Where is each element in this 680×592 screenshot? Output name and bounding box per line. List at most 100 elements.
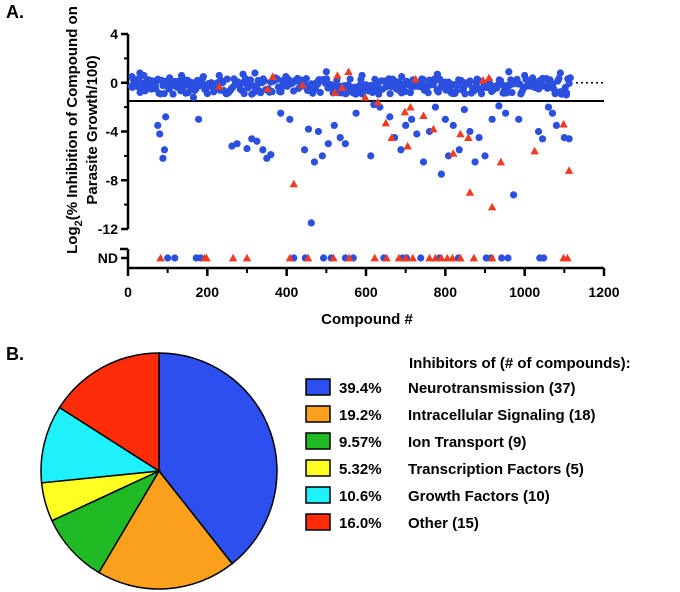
data-point-circle [146,76,154,84]
legend-label: Other (15) [408,515,479,532]
data-point-triangle [289,179,299,188]
data-point-circle [367,152,375,160]
data-point-circle [419,158,428,166]
data-point-circle [210,88,218,96]
data-point-triangle [370,253,379,262]
data-point-circle [253,137,261,145]
data-point-circle [488,115,496,123]
data-point-triangle [338,83,347,91]
data-point-triangle [228,253,238,262]
legend-percent: 16.0% [339,515,382,532]
data-point-circle [498,254,506,262]
data-point-circle [322,68,330,76]
data-point-triangle [437,253,446,262]
data-point-triangle [449,149,458,157]
data-point-circle [154,121,162,130]
data-point-circle [562,91,570,99]
data-point-circle [128,73,136,81]
data-point-triangle [329,253,338,262]
data-point-circle [171,254,179,262]
data-point-triangle [215,82,224,90]
data-point-circle [341,140,349,148]
data-point-circle [159,154,167,162]
data-point-circle [165,85,173,93]
data-point-circle [169,90,177,98]
data-point-circle [316,88,324,97]
data-point-triangle [465,188,475,196]
data-point-triangle [564,166,574,174]
legend-swatch [305,459,331,477]
data-point-triangle [400,107,410,116]
data-point-circle [223,75,231,83]
data-point-circle [544,103,553,111]
data-point-circle [556,69,564,77]
legend-swatch [305,405,331,423]
data-point-circle [471,158,479,166]
data-point-circle [437,170,445,178]
data-point-circle [166,74,174,82]
data-point-circle [152,85,160,93]
data-point-circle [449,121,457,130]
data-point-circle [566,74,574,82]
legend-label: Intracellular Signaling (18) [408,407,596,424]
data-point-circle [402,121,410,130]
data-point-circle [538,135,547,143]
data-point-circle [346,75,354,83]
legend-percent: 39.4% [339,380,382,397]
data-point-circle [156,130,164,138]
data-point-circle [330,121,338,130]
data-point-triangle [344,67,353,76]
data-point-circle [314,127,322,136]
data-point-triangle [373,98,383,106]
data-point-circle [179,82,188,91]
data-point-circle [294,76,303,84]
data-point-triangle [487,253,497,262]
data-point-circle [555,74,563,83]
data-point-circle [336,133,344,142]
data-point-triangle [156,253,165,262]
data-point-circle [277,109,285,117]
data-point-circle [433,70,441,78]
data-point-circle [386,90,394,98]
data-point-circle [239,70,247,78]
data-point-triangle [563,253,572,262]
legend-percent: 19.2% [339,407,382,424]
data-point-circle [466,77,474,85]
legend-swatch [305,432,331,450]
data-point-circle [318,152,326,160]
data-point-circle [282,73,290,81]
data-point-circle [195,115,203,123]
data-point-circle [475,133,483,142]
data-point-triangle [333,71,342,79]
data-point-circle [565,135,573,143]
data-point-triangle [469,253,479,262]
legend-swatch [305,513,331,531]
data-point-circle [164,254,172,262]
data-point-triangle [268,72,277,81]
legend-label: Growth Factors (10) [408,488,550,505]
data-point-circle [160,146,169,154]
data-point-circle [508,88,516,97]
data-point-triangle [484,73,494,82]
data-point-circle [319,254,328,262]
data-point-triangle [429,124,438,133]
data-point-circle [477,90,486,98]
data-point-triangle [456,253,465,262]
y-tick-label: -12 [98,221,118,237]
y-axis-title-line1: Log2(% Inhibition of Compound on [64,6,85,254]
data-point-circle [455,146,463,154]
data-point-triangle [559,119,568,128]
legend-swatch [305,486,331,504]
data-point-triangle [419,111,428,120]
legend-percent: 5.32% [339,461,382,478]
data-point-circle [162,113,170,121]
y-tick-label: 0 [110,75,118,91]
data-point-circle [548,109,557,117]
data-point-circle [417,254,425,262]
data-point-triangle [431,253,440,262]
data-point-circle [134,75,142,83]
data-point-circle [565,79,573,87]
x-tick-label: 400 [275,284,299,300]
data-point-circle [534,127,543,136]
